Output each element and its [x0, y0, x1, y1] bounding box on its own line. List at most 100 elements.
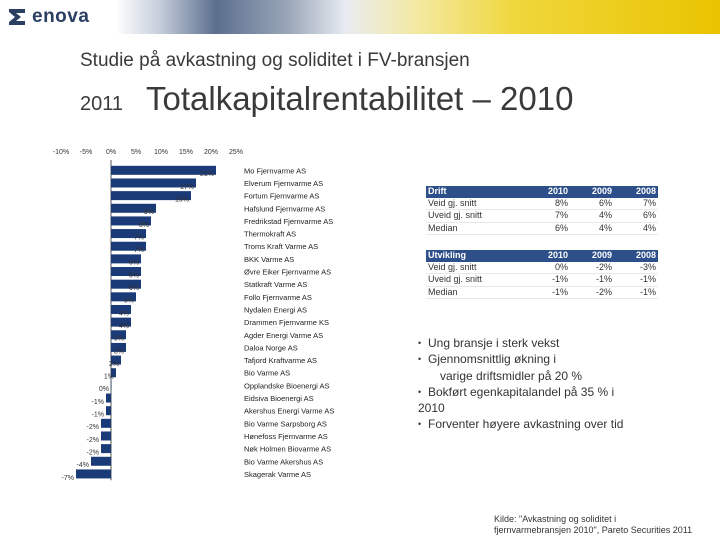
- category-label: Nøk Holmen Biovarme AS: [244, 445, 331, 454]
- source-line: Kilde: "Avkastning og soliditet i: [494, 514, 617, 524]
- x-tick-label: -5%: [80, 149, 92, 156]
- page-title: Totalkapitalrentabilitet – 2010: [146, 80, 574, 117]
- row-label: Uveid gj. snitt: [426, 209, 526, 223]
- cell: 6%: [570, 197, 614, 210]
- data-label: 17%: [180, 184, 194, 191]
- enova-sigma-icon: [9, 9, 25, 25]
- table-row: Median -1% -2% -1%: [426, 286, 658, 299]
- category-label: Hafslund Fjernvarme AS: [244, 204, 325, 213]
- bar: [76, 469, 111, 479]
- bar: [111, 279, 141, 289]
- bar: [111, 304, 131, 314]
- bar: [111, 292, 136, 302]
- category-label: Troms Kraft Varme AS: [244, 242, 318, 251]
- data-label: 16%: [175, 196, 189, 203]
- bar: [111, 380, 112, 390]
- category-label: Agder Energi Varme AS: [244, 331, 323, 340]
- cell: 6%: [526, 222, 570, 235]
- data-label: -1%: [92, 399, 104, 406]
- drift-header-2010: 2010: [526, 186, 570, 198]
- data-label: 7%: [134, 247, 144, 254]
- x-tick-label: 10%: [154, 149, 168, 156]
- drift-header-label: Drift: [426, 186, 526, 198]
- category-label: BKK Varme AS: [244, 255, 294, 264]
- bar: [111, 254, 141, 264]
- category-label: Nydalen Energi AS: [244, 305, 307, 314]
- data-label: 3%: [114, 348, 124, 355]
- category-label: Mo Fjernvarme AS: [244, 166, 306, 175]
- bullet-item-continuation: varige driftsmidler på 20 %: [440, 368, 583, 383]
- cell: 4%: [570, 222, 614, 235]
- category-label: Bio Varme Akershus AS: [244, 457, 323, 466]
- data-label: 5%: [124, 298, 134, 305]
- data-label: 4%: [119, 310, 129, 317]
- bar-chart: -10% -5% 0% 5% 10% 15% 20% 25% 21% Mo Fjernvarme …: [53, 149, 335, 482]
- cell: 7%: [614, 197, 658, 210]
- cell: -2%: [570, 286, 614, 299]
- drift-header-2008: 2008: [614, 186, 658, 198]
- category-label: Skagerak Varme AS: [244, 470, 311, 479]
- category-label: Akershus Energi Varme AS: [244, 407, 334, 416]
- data-label: -4%: [77, 462, 89, 469]
- x-tick-label: -10%: [53, 149, 69, 156]
- bar: [111, 342, 126, 352]
- data-label: -7%: [62, 475, 74, 482]
- data-label: 3%: [114, 336, 124, 343]
- data-label: -2%: [87, 449, 99, 456]
- category-label: Tafjord Kraftvarme AS: [244, 356, 317, 365]
- logo-text: enova: [32, 6, 90, 27]
- table-row: Median 6% 4% 4%: [426, 222, 658, 235]
- data-label: 2%: [109, 361, 119, 368]
- data-label: -2%: [87, 424, 99, 431]
- cell: 0%: [526, 261, 570, 274]
- row-label: Median: [426, 222, 526, 235]
- bar: [111, 355, 121, 365]
- utvikling-header-2009: 2009: [570, 250, 614, 262]
- bar: [91, 456, 111, 466]
- x-tick-label: 0%: [106, 149, 116, 156]
- bar: [111, 203, 156, 213]
- bullet-item: Ung bransje i sterk vekst: [418, 335, 623, 352]
- enova-logo: enova: [6, 4, 89, 30]
- category-label: Bio Varme Sarpsborg AS: [244, 419, 327, 428]
- category-label: Thermokraft AS: [244, 230, 296, 239]
- category-label: Fredrikstad Fjernvarme AS: [244, 217, 333, 226]
- cell: -3%: [614, 261, 658, 274]
- data-label: 0%: [99, 386, 109, 393]
- row-label: Veid gj. snitt: [426, 261, 526, 274]
- category-label: Hønefoss Fjernvarme AS: [244, 432, 328, 441]
- bar: [111, 241, 146, 251]
- bar: [111, 368, 116, 378]
- bar: [101, 431, 111, 441]
- bar: [101, 444, 111, 454]
- cell: -1%: [614, 273, 658, 287]
- header-banner: [0, 0, 720, 34]
- category-label: Follo Fjernvarme AS: [244, 293, 312, 302]
- bullet-item-continuation: 2010: [418, 401, 445, 416]
- bar: [111, 229, 146, 239]
- data-label: 4%: [119, 323, 129, 330]
- x-tick-label: 15%: [179, 149, 193, 156]
- title-year: 2011: [80, 93, 124, 115]
- category-label: Øvre Eiker Fjernvarme AS: [244, 268, 331, 277]
- data-label: -1%: [92, 412, 104, 419]
- data-label: 9%: [144, 209, 154, 216]
- cell: -1%: [570, 273, 614, 287]
- bar: [106, 393, 111, 403]
- bullet-list: Ung bransje i sterk vekst Gjennomsnittli…: [418, 335, 623, 433]
- utvikling-table: Utvikling 2010 2009 2008 Veid gj. snitt …: [426, 250, 658, 299]
- bullet-item: Bokført egenkapitalandel på 35 % i: [418, 384, 623, 401]
- category-label: Bio Varme AS: [244, 369, 290, 378]
- cell: 6%: [614, 209, 658, 223]
- bar: [111, 216, 151, 226]
- x-tick-label: 5%: [131, 149, 141, 156]
- bar: [101, 418, 111, 428]
- row-label: Veid gj. snitt: [426, 197, 526, 210]
- cell: 8%: [526, 197, 570, 210]
- cell: -1%: [526, 286, 570, 299]
- cell: -1%: [614, 286, 658, 299]
- data-label: 6%: [129, 260, 139, 267]
- data-label: 6%: [129, 285, 139, 292]
- source-line: fjernvarmebransjen 2010", Pareto Securit…: [494, 525, 693, 535]
- row-label: Uveid gj. snitt: [426, 273, 526, 287]
